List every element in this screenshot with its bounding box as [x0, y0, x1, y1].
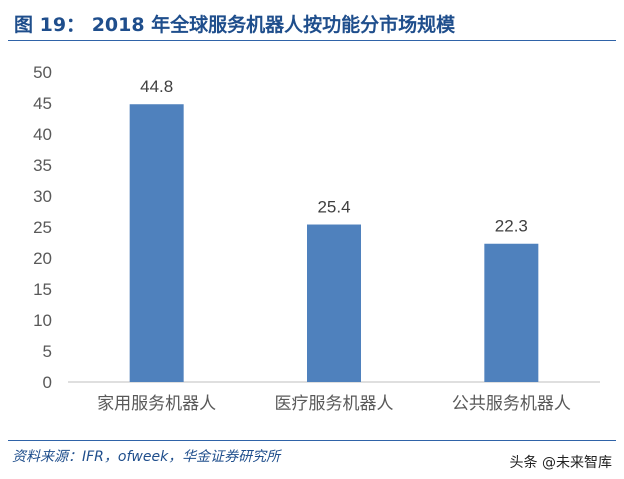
figure-label: 图 19： [14, 14, 86, 36]
source-note: 资料来源：IFR，ofweek，华金证券研究所 [12, 449, 281, 465]
data-label: 22.3 [495, 217, 528, 236]
title-divider [8, 40, 616, 41]
figure-title-text: 2018 年全球服务机器人按功能分市场规模 [91, 14, 456, 36]
x-tick-label: 公共服务机器人 [452, 394, 571, 414]
data-label: 44.8 [140, 77, 173, 96]
watermark: 头条 @未来智库 [509, 455, 612, 471]
footer-divider [8, 440, 616, 441]
y-tick-label: 15 [33, 280, 52, 299]
x-tick-label: 医疗服务机器人 [275, 394, 394, 414]
y-tick-label: 20 [33, 249, 52, 268]
y-tick-label: 30 [33, 187, 52, 206]
y-tick-label: 40 [33, 125, 52, 144]
y-tick-label: 25 [33, 218, 52, 237]
y-tick-label: 35 [33, 156, 52, 175]
y-tick-label: 10 [33, 311, 52, 330]
bar [484, 243, 539, 382]
y-tick-label: 5 [43, 342, 52, 361]
chart-title: 图 19： 2018 年全球服务机器人按功能分市场规模 [14, 10, 455, 37]
y-tick-label: 45 [33, 94, 52, 113]
data-label: 25.4 [317, 198, 350, 217]
bar [307, 224, 361, 382]
y-tick-label: 50 [33, 63, 52, 82]
x-tick-label: 家用服务机器人 [97, 394, 216, 414]
bar [129, 104, 184, 383]
y-tick-label: 0 [43, 373, 52, 392]
